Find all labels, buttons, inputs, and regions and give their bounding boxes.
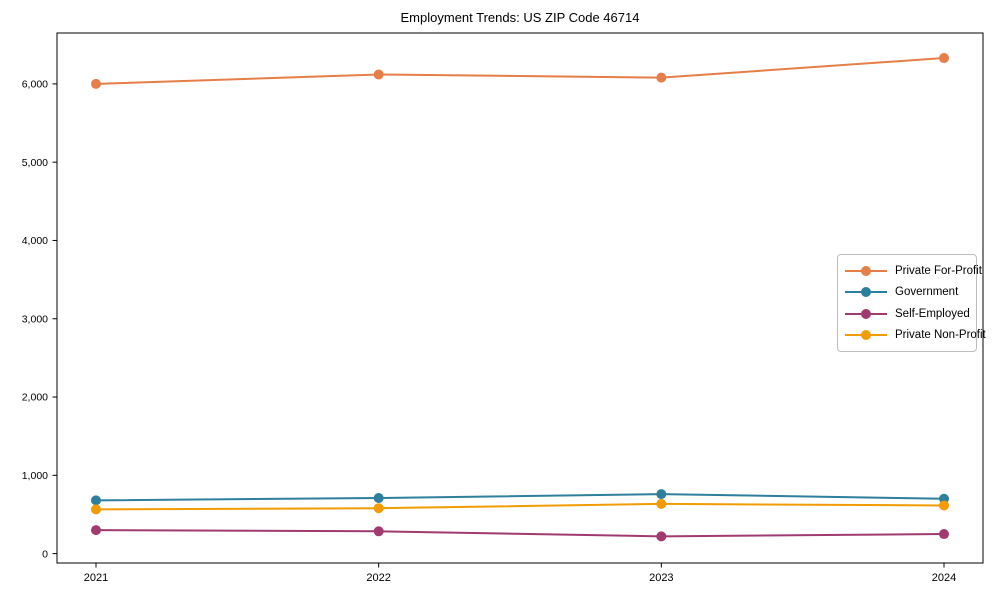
- legend: Private For-Profit Government Self-Employe…: [837, 254, 986, 352]
- x-tick-label: 2021: [84, 572, 108, 584]
- data-point-3-2: [656, 498, 667, 509]
- legend-line-marker-icon: [845, 330, 887, 341]
- x-tick-label: 2023: [649, 572, 673, 584]
- legend-label: Private Non-Profit: [895, 329, 986, 342]
- series-line-0: [95, 57, 945, 85]
- legend-line-marker-icon: [845, 308, 887, 319]
- x-tick-label: 2024: [932, 572, 956, 584]
- data-point-0-2: [656, 72, 667, 83]
- legend-line-marker-icon: [845, 265, 887, 276]
- y-tick-label: 3,000: [22, 313, 48, 325]
- legend-item: Private Non-Profit: [845, 325, 986, 347]
- y-tick-label: 1,000: [22, 470, 48, 482]
- data-point-1-0: [91, 495, 101, 506]
- data-point-1-2: [656, 489, 667, 500]
- series-line-1: [95, 493, 945, 502]
- plot-frame: [56, 32, 984, 564]
- x-tick-label: 2022: [366, 572, 390, 584]
- y-tick-label: 4,000: [22, 235, 48, 247]
- data-point-3-1: [373, 503, 384, 514]
- data-point-0-1: [373, 69, 384, 80]
- data-point-2-1: [373, 526, 384, 537]
- y-tick-label: 2,000: [22, 392, 48, 404]
- legend-line-marker-icon: [845, 287, 887, 298]
- y-tick-label: 0: [42, 548, 48, 560]
- legend-item: Government: [845, 282, 968, 304]
- series-line-2: [95, 529, 945, 538]
- legend-item: Private For-Profit: [845, 260, 982, 282]
- data-point-3-3: [939, 500, 949, 511]
- series-line-3: [95, 502, 945, 511]
- data-point-2-0: [91, 525, 101, 536]
- data-point-2-3: [939, 529, 949, 540]
- chart-title: Employment Trends: US ZIP Code 46714: [400, 10, 640, 25]
- data-point-3-0: [91, 504, 101, 515]
- data-point-0-0: [91, 78, 101, 89]
- legend-item: Self-Employed: [845, 303, 970, 325]
- y-tick-label: 5,000: [22, 157, 48, 169]
- legend-label: Self-Employed: [895, 307, 970, 320]
- data-point-0-3: [939, 53, 949, 64]
- data-point-1-1: [373, 493, 384, 504]
- legend-label: Private For-Profit: [895, 264, 982, 277]
- data-point-2-2: [656, 531, 667, 542]
- legend-label: Government: [895, 286, 959, 299]
- y-tick-label: 6,000: [22, 79, 48, 91]
